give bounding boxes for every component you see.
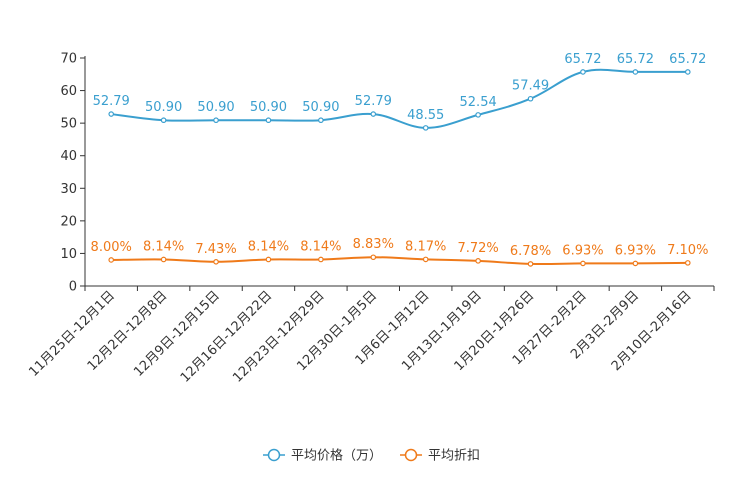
y-tick-label: 60 — [60, 84, 77, 99]
series-0-data-label: 65.72 — [669, 52, 706, 67]
series-1-data-label: 8.14% — [248, 239, 289, 254]
series-0-data-label: 65.72 — [617, 52, 654, 67]
series-0-point[interactable] — [527, 95, 534, 102]
series-0-point[interactable] — [265, 117, 272, 124]
series-1-data-label: 8.00% — [91, 240, 132, 255]
series-1-data-label: 8.14% — [143, 239, 184, 254]
y-tick-label: 10 — [60, 247, 77, 262]
series-0-data-label: 48.55 — [407, 108, 444, 123]
series-1-data-label: 6.93% — [562, 243, 603, 258]
series-0-data-label: 50.90 — [250, 100, 287, 115]
series-1-point[interactable] — [527, 261, 534, 267]
series-0-data-label: 52.54 — [460, 95, 497, 110]
series-line-0 — [111, 68, 688, 129]
series-1-point[interactable] — [265, 256, 272, 263]
x-category-label: 12月23日-12月29日 — [230, 288, 327, 385]
series-1-data-label: 6.78% — [510, 244, 551, 259]
y-tick-label: 40 — [60, 149, 77, 164]
series-0-data-label: 50.90 — [145, 100, 182, 115]
series-layer — [108, 68, 691, 267]
data-labels: 52.79 50.90 50.90 50.90 50.90 52.79 48.55 52.54… — [91, 52, 709, 259]
series-1-point[interactable] — [160, 256, 167, 263]
series-1-data-label: 7.72% — [457, 241, 498, 256]
series-1-data-label: 7.10% — [667, 243, 708, 258]
series-1-data-label: 8.17% — [405, 239, 446, 254]
y-tick-label: 20 — [60, 214, 77, 229]
series-0-point[interactable] — [318, 117, 324, 124]
series-1-point[interactable] — [213, 258, 219, 265]
y-tick-label: 70 — [60, 52, 77, 67]
y-tick-label: 0 — [69, 280, 77, 295]
series-1-data-label: 8.83% — [353, 237, 394, 252]
series-1-data-label: 6.93% — [615, 243, 656, 258]
series-0-data-label: 52.79 — [355, 94, 392, 109]
legend[interactable]: 平均价格（万） 平均折扣 — [263, 448, 480, 464]
series-0-point[interactable] — [370, 111, 377, 117]
series-0-point[interactable] — [108, 111, 115, 117]
series-0-data-label: 52.79 — [93, 94, 130, 109]
x-category-label: 12月16日-12月22日 — [178, 288, 275, 385]
series-1-point[interactable] — [370, 254, 377, 261]
legend-marker-icon — [267, 448, 281, 462]
series-0-point[interactable] — [160, 117, 167, 124]
series-1-data-label: 8.14% — [300, 239, 341, 254]
series-0-data-label: 57.49 — [512, 79, 549, 94]
series-0-point[interactable] — [475, 112, 481, 118]
series-0-point[interactable] — [684, 69, 691, 75]
legend-item-1[interactable]: 平均折扣 — [400, 449, 480, 464]
series-0-data-label: 50.90 — [302, 100, 339, 115]
series-0-point[interactable] — [632, 69, 639, 75]
series-1-point[interactable] — [632, 260, 639, 267]
series-1-point[interactable] — [580, 260, 586, 267]
series-0-point[interactable] — [580, 69, 586, 75]
series-1-point[interactable] — [318, 256, 324, 263]
y-tick-label: 50 — [60, 117, 77, 132]
series-1-point[interactable] — [422, 256, 429, 263]
series-0-point[interactable] — [422, 125, 429, 131]
series-0-data-label: 65.72 — [564, 52, 601, 67]
series-0-point[interactable] — [213, 117, 219, 124]
x-category-label: 11月25日-12月1日 — [26, 288, 118, 380]
legend-marker-icon — [404, 448, 418, 462]
legend-label: 平均折扣 — [428, 449, 480, 464]
series-1-point[interactable] — [108, 257, 115, 263]
series-1-point[interactable] — [684, 260, 691, 266]
legend-label: 平均价格（万） — [291, 448, 382, 464]
legend-item-0[interactable]: 平均价格（万） — [263, 448, 382, 464]
series-1-data-label: 7.43% — [195, 242, 236, 257]
y-tick-label: 30 — [60, 182, 77, 197]
series-0-data-label: 50.90 — [197, 100, 234, 115]
series-1-point[interactable] — [475, 258, 481, 264]
series-line-1 — [111, 256, 688, 266]
